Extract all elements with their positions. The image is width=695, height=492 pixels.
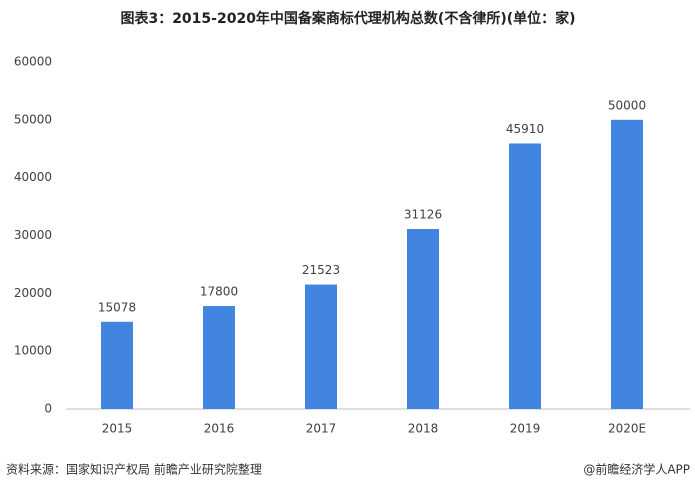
- y-tick-label: 0: [44, 402, 52, 416]
- x-tick-label: 2017: [306, 422, 337, 436]
- data-label: 45910: [506, 122, 544, 136]
- bar: [509, 143, 541, 409]
- x-tick-label: 2019: [510, 422, 541, 436]
- y-tick-label: 20000: [14, 286, 52, 300]
- source-note: 资料来源：国家知识产权局 前瞻产业研究院整理: [6, 462, 262, 477]
- data-label: 15078: [98, 300, 136, 314]
- bar: [611, 119, 643, 409]
- y-tick-label: 50000: [14, 112, 52, 126]
- bar: [305, 284, 337, 409]
- x-tick-label: 2016: [204, 422, 235, 436]
- x-tick-label: 2018: [408, 422, 439, 436]
- bar: [101, 321, 133, 409]
- y-tick-label: 10000: [14, 344, 52, 358]
- x-tick-label: 2020E: [608, 422, 646, 436]
- bar: [203, 306, 235, 409]
- credit: @前瞻经济学人APP: [583, 462, 690, 477]
- data-label: 17800: [200, 285, 238, 299]
- y-tick-label: 40000: [14, 170, 52, 184]
- y-tick-label: 60000: [14, 55, 52, 69]
- y-tick-label: 30000: [14, 228, 52, 242]
- chart-title: 图表3：2015-2020年中国备案商标代理机构总数(不含律所)(单位：家): [120, 10, 575, 27]
- data-label: 21523: [302, 263, 340, 277]
- x-tick-label: 2015: [102, 422, 133, 436]
- data-label: 31126: [404, 207, 442, 221]
- data-label: 50000: [608, 98, 646, 112]
- bar: [407, 228, 439, 409]
